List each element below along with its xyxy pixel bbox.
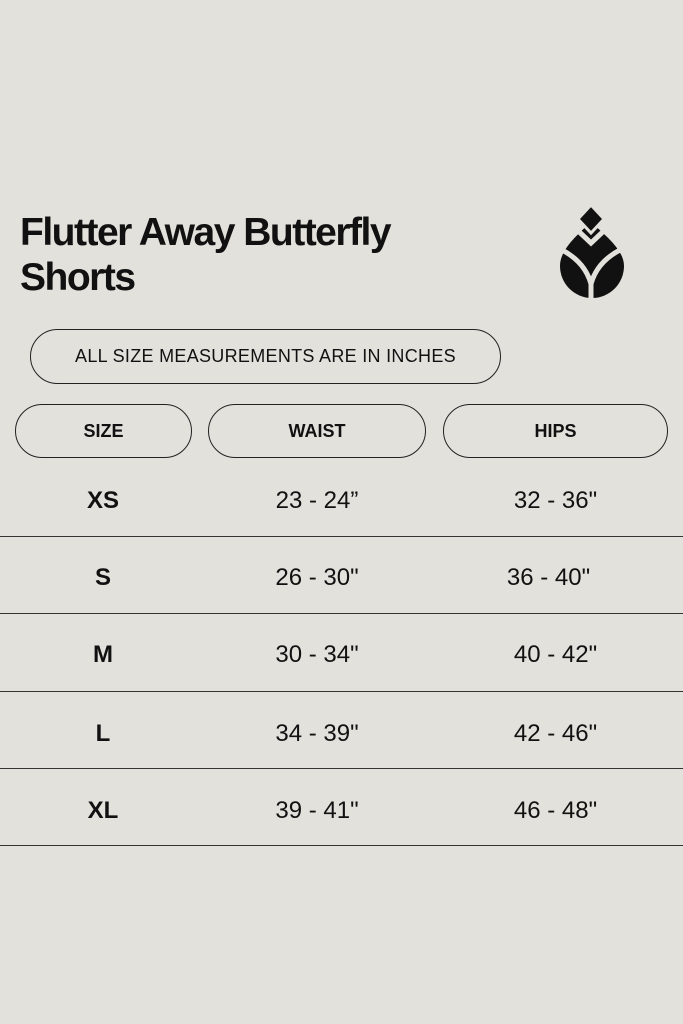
waist-cell: 39 - 41" [275,796,359,824]
size-cell: L [95,719,111,747]
waist-cell: 34 - 39" [275,719,359,747]
header-hips: HIPS [443,404,668,458]
row-divider [0,845,683,846]
waist-cell: 23 - 24” [275,486,359,514]
table-row: XS 23 - 24” 32 - 36" [0,462,683,539]
waist-cell: 30 - 34" [275,640,359,668]
size-cell: M [93,640,113,668]
size-cell: XS [86,486,119,514]
hips-cell: 42 - 46" [513,719,598,747]
hips-cell: 36 - 40" [506,563,591,591]
header-waist: WAIST [208,404,426,458]
row-divider [0,613,683,614]
hips-cell: 40 - 42" [513,640,598,668]
row-divider [0,768,683,769]
table-row: S 26 - 30" 36 - 40" [0,539,683,616]
table-row: XL 39 - 41" 46 - 48" [0,772,683,849]
waist-cell: 26 - 30" [275,563,359,591]
product-title: Flutter Away Butterfly Shorts [20,211,392,299]
units-note: ALL SIZE MEASUREMENTS ARE IN INCHES [30,329,501,384]
hips-cell: 32 - 36" [513,486,598,514]
hips-cell: 46 - 48" [513,796,598,824]
row-divider [0,536,683,537]
size-cell: XL [87,796,119,824]
table-row: L 34 - 39" 42 - 46" [0,695,683,772]
size-cell: S [94,563,111,591]
table-row: M 30 - 34" 40 - 42" [0,616,683,693]
leaf-drop-logo-icon [560,202,624,300]
header-size: SIZE [15,404,192,458]
row-divider [0,691,683,692]
